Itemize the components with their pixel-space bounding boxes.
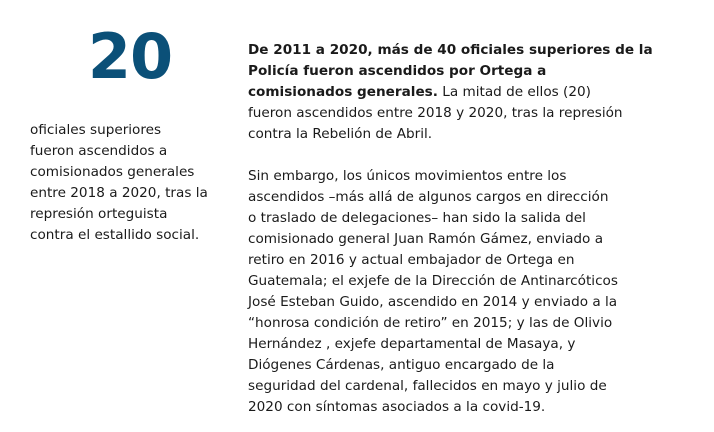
lead-bold-text: Policía fueron ascendidos por Ortega a (248, 63, 547, 79)
stat-caption: oficiales superiores fueron ascendidos a… (30, 120, 240, 246)
paragraph-line: comisionado general Juan Ramón Gámez, en… (248, 231, 604, 247)
paragraph-line: Sin embargo, los únicos movimientos entr… (248, 168, 567, 184)
paragraph-1: De 2011 a 2020, más de 40 oficiales supe… (248, 40, 688, 145)
caption-line: contra el estallido social. (30, 227, 200, 243)
paragraph-text: La mitad de ellos (20) (437, 84, 591, 100)
paragraph-line: contra la Rebelión de Abril. (248, 126, 433, 142)
paragraph-line: o traslado de delegaciones– han sido la … (248, 210, 586, 226)
paragraph-line: Diógenes Cárdenas, antiguo encargado de … (248, 357, 555, 373)
paragraph-line: seguridad del cardenal, fallecidos en ma… (248, 378, 607, 394)
paragraph-2: Sin embargo, los únicos movimientos entr… (248, 166, 688, 418)
caption-line: represión orteguista (30, 206, 168, 222)
paragraph-line: ascendidos –más allá de algunos cargos e… (248, 189, 609, 205)
caption-line: fueron ascendidos a (30, 143, 168, 159)
paragraph-line: José Esteban Guido, ascendido en 2014 y … (248, 294, 618, 310)
paragraph-line: 2020 con síntomas asociados a la covid-1… (248, 399, 546, 415)
stat-number: 20 (87, 20, 173, 93)
paragraph-line: fueron ascendidos entre 2018 y 2020, tra… (248, 105, 623, 121)
paragraph-line: Guatemala; el exjefe de la Dirección de … (248, 273, 618, 289)
caption-line: comisionados generales (30, 164, 195, 180)
paragraph-line: retiro en 2016 y actual embajador de Ort… (248, 252, 575, 268)
paragraph-line: Hernández , exjefe departamental de Masa… (248, 336, 576, 352)
lead-bold-text: De 2011 a 2020, más de 40 oficiales supe… (248, 42, 653, 58)
lead-bold-text: comisionados generales. (248, 84, 438, 100)
caption-line: oficiales superiores (30, 122, 162, 138)
article-body: De 2011 a 2020, más de 40 oficiales supe… (248, 40, 688, 418)
paragraph-line: “honrosa condición de retiro” en 2015; y… (248, 315, 613, 331)
caption-line: entre 2018 a 2020, tras la (30, 185, 208, 201)
